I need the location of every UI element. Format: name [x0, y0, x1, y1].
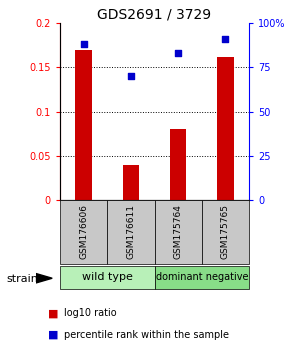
Bar: [60, 200, 107, 264]
Point: [81, 41, 86, 47]
Text: percentile rank within the sample: percentile rank within the sample: [64, 330, 230, 339]
Point: [223, 36, 228, 42]
Bar: [107, 200, 154, 264]
Bar: [154, 266, 249, 289]
Text: GSM175765: GSM175765: [221, 204, 230, 259]
Text: GSM176611: GSM176611: [126, 204, 135, 259]
Bar: [60, 266, 154, 289]
Point: [128, 73, 133, 79]
Bar: [217, 57, 234, 200]
Text: ■: ■: [48, 308, 58, 318]
Bar: [75, 50, 92, 200]
Text: dominant negative: dominant negative: [155, 272, 248, 282]
Text: GSM175764: GSM175764: [174, 204, 183, 259]
Bar: [202, 200, 249, 264]
Bar: [123, 165, 139, 200]
Text: ■: ■: [48, 330, 58, 339]
Bar: [154, 200, 202, 264]
Text: log10 ratio: log10 ratio: [64, 308, 117, 318]
Text: GSM176606: GSM176606: [79, 204, 88, 259]
Polygon shape: [36, 274, 52, 283]
Point: [176, 50, 181, 56]
Title: GDS2691 / 3729: GDS2691 / 3729: [98, 8, 212, 22]
Text: wild type: wild type: [82, 272, 133, 282]
Bar: [170, 129, 186, 200]
Text: strain: strain: [6, 274, 38, 284]
